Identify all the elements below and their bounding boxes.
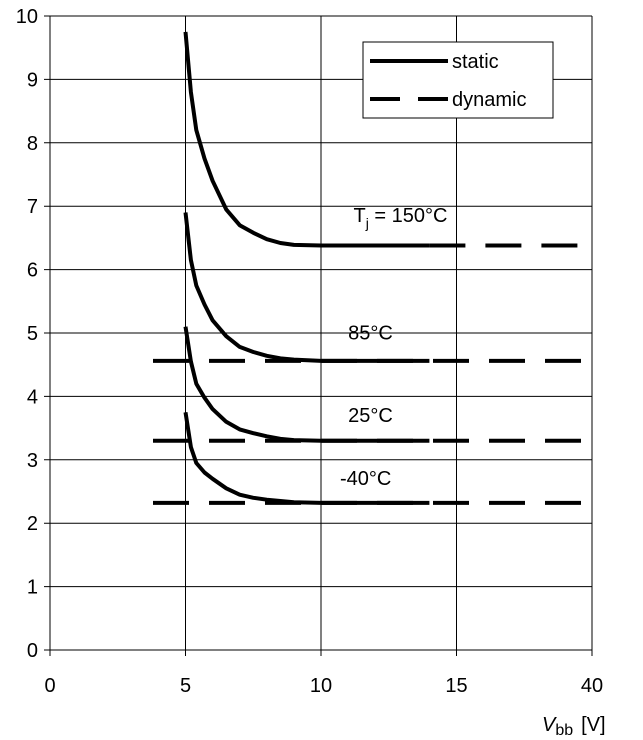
y-tick-label: 6 xyxy=(27,260,38,282)
annotation-t85: 85°C xyxy=(348,322,393,344)
x-tick-label: 0 xyxy=(44,675,55,697)
y-tick-label: 9 xyxy=(27,69,38,91)
y-tick-label: 10 xyxy=(16,6,38,28)
y-tick-label: 3 xyxy=(27,450,38,472)
curve-annotations: Tj = 150°C 85°C 25°C -40°C xyxy=(340,205,448,490)
x-axis-label: Vbb [V] xyxy=(542,714,606,739)
x-tick-label: 15 xyxy=(445,675,467,697)
y-tick-label: 4 xyxy=(27,386,38,408)
y-tick-labels: 0 1 2 3 4 5 6 7 8 9 10 xyxy=(16,6,38,662)
x-tick-label: 5 xyxy=(180,675,191,697)
y-tick-label: 2 xyxy=(27,513,38,535)
series-static--40C xyxy=(183,411,430,505)
y-tick-label: 5 xyxy=(27,323,38,345)
series-static-25C xyxy=(183,326,430,443)
annotation-tm40: -40°C xyxy=(340,468,391,490)
y-tick-label: 1 xyxy=(27,577,38,599)
x-tick-label: 40 xyxy=(581,675,603,697)
series-static-85C xyxy=(183,212,430,363)
series-lines xyxy=(153,31,592,505)
x-tick-labels: 0 5 10 15 40 xyxy=(44,675,603,697)
x-axis-title: Vbb [V] xyxy=(542,714,606,739)
legend: static dynamic xyxy=(362,41,554,119)
legend-label-dynamic: dynamic xyxy=(452,89,526,111)
annotation-t150: Tj = 150°C xyxy=(354,205,448,231)
annotation-t25: 25°C xyxy=(348,405,393,427)
y-tick-label: 8 xyxy=(27,133,38,155)
series-static-150C xyxy=(183,31,430,248)
legend-box xyxy=(362,41,554,119)
legend-label-static: static xyxy=(452,51,499,73)
y-tick-label: 7 xyxy=(27,196,38,218)
y-tick-label: 0 xyxy=(27,640,38,662)
x-tick-label: 10 xyxy=(310,675,332,697)
